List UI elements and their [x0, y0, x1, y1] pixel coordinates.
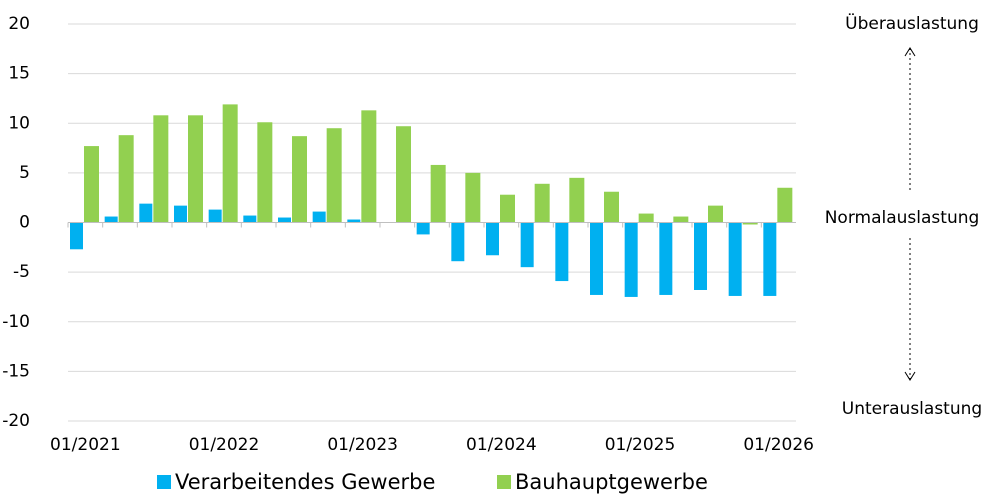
bar: [486, 222, 499, 256]
bar: [708, 205, 723, 223]
bar: [104, 216, 118, 223]
bar: [347, 219, 361, 223]
x-tick-label: 01/2022: [189, 435, 260, 455]
x-tick-label: 01/2021: [50, 435, 121, 455]
legend-swatch: [497, 475, 511, 489]
bar: [361, 110, 377, 223]
y-tick-label: 15: [8, 64, 30, 84]
bar: [153, 115, 169, 223]
bar: [673, 216, 689, 223]
bar: [659, 222, 673, 295]
bar: [742, 222, 758, 225]
bar: [396, 126, 411, 223]
x-tick-label: 01/2024: [466, 435, 537, 455]
bar: [257, 122, 273, 223]
bar: [638, 213, 654, 223]
y-tick-label: 5: [19, 163, 30, 183]
annotation-arrows: [904, 47, 916, 381]
y-tick-label: -15: [2, 361, 30, 381]
bar: [763, 222, 777, 296]
y-tick-label: 10: [8, 113, 30, 133]
bar: [465, 172, 481, 223]
legend-swatch: [157, 475, 171, 489]
y-tick-label: -20: [2, 411, 30, 431]
bar: [604, 191, 619, 223]
bar: [624, 222, 638, 297]
bar: [500, 194, 515, 223]
bar: [118, 135, 134, 223]
y-tick-label: 20: [8, 14, 30, 34]
bar: [416, 222, 430, 235]
x-tick-label: 01/2025: [605, 435, 676, 455]
annotation: Überauslastung: [845, 12, 979, 34]
bar: [84, 146, 99, 223]
annotation: Normalauslastung: [825, 208, 980, 228]
bar: [569, 177, 585, 223]
x-tick-label: 01/2026: [743, 435, 814, 455]
legend-label: Verarbeitendes Gewerbe: [175, 470, 435, 494]
bar: [430, 164, 446, 223]
bar: [312, 211, 326, 223]
bar: [174, 205, 187, 223]
bar: [520, 222, 534, 268]
bar: [208, 209, 222, 223]
bar: [451, 222, 465, 262]
bar: [188, 115, 203, 223]
bar: [694, 222, 707, 290]
bar: [139, 203, 153, 223]
bar: [534, 183, 550, 223]
bar: [777, 187, 793, 223]
bar: [278, 217, 291, 223]
y-tick-label: 0: [19, 213, 30, 233]
bar: [292, 136, 307, 223]
bar: [590, 222, 603, 295]
annotation: Unterauslastung: [842, 399, 982, 419]
bar: [70, 222, 83, 250]
bar: [326, 128, 342, 223]
bar: [555, 222, 569, 282]
bar: [728, 222, 742, 296]
bar: [243, 215, 257, 223]
legend-label: Bauhauptgewerbe: [515, 470, 708, 494]
y-tick-label: -5: [13, 262, 30, 282]
y-tick-label: -10: [2, 312, 30, 332]
x-tick-label: 01/2023: [327, 435, 398, 455]
bar: [222, 104, 238, 223]
